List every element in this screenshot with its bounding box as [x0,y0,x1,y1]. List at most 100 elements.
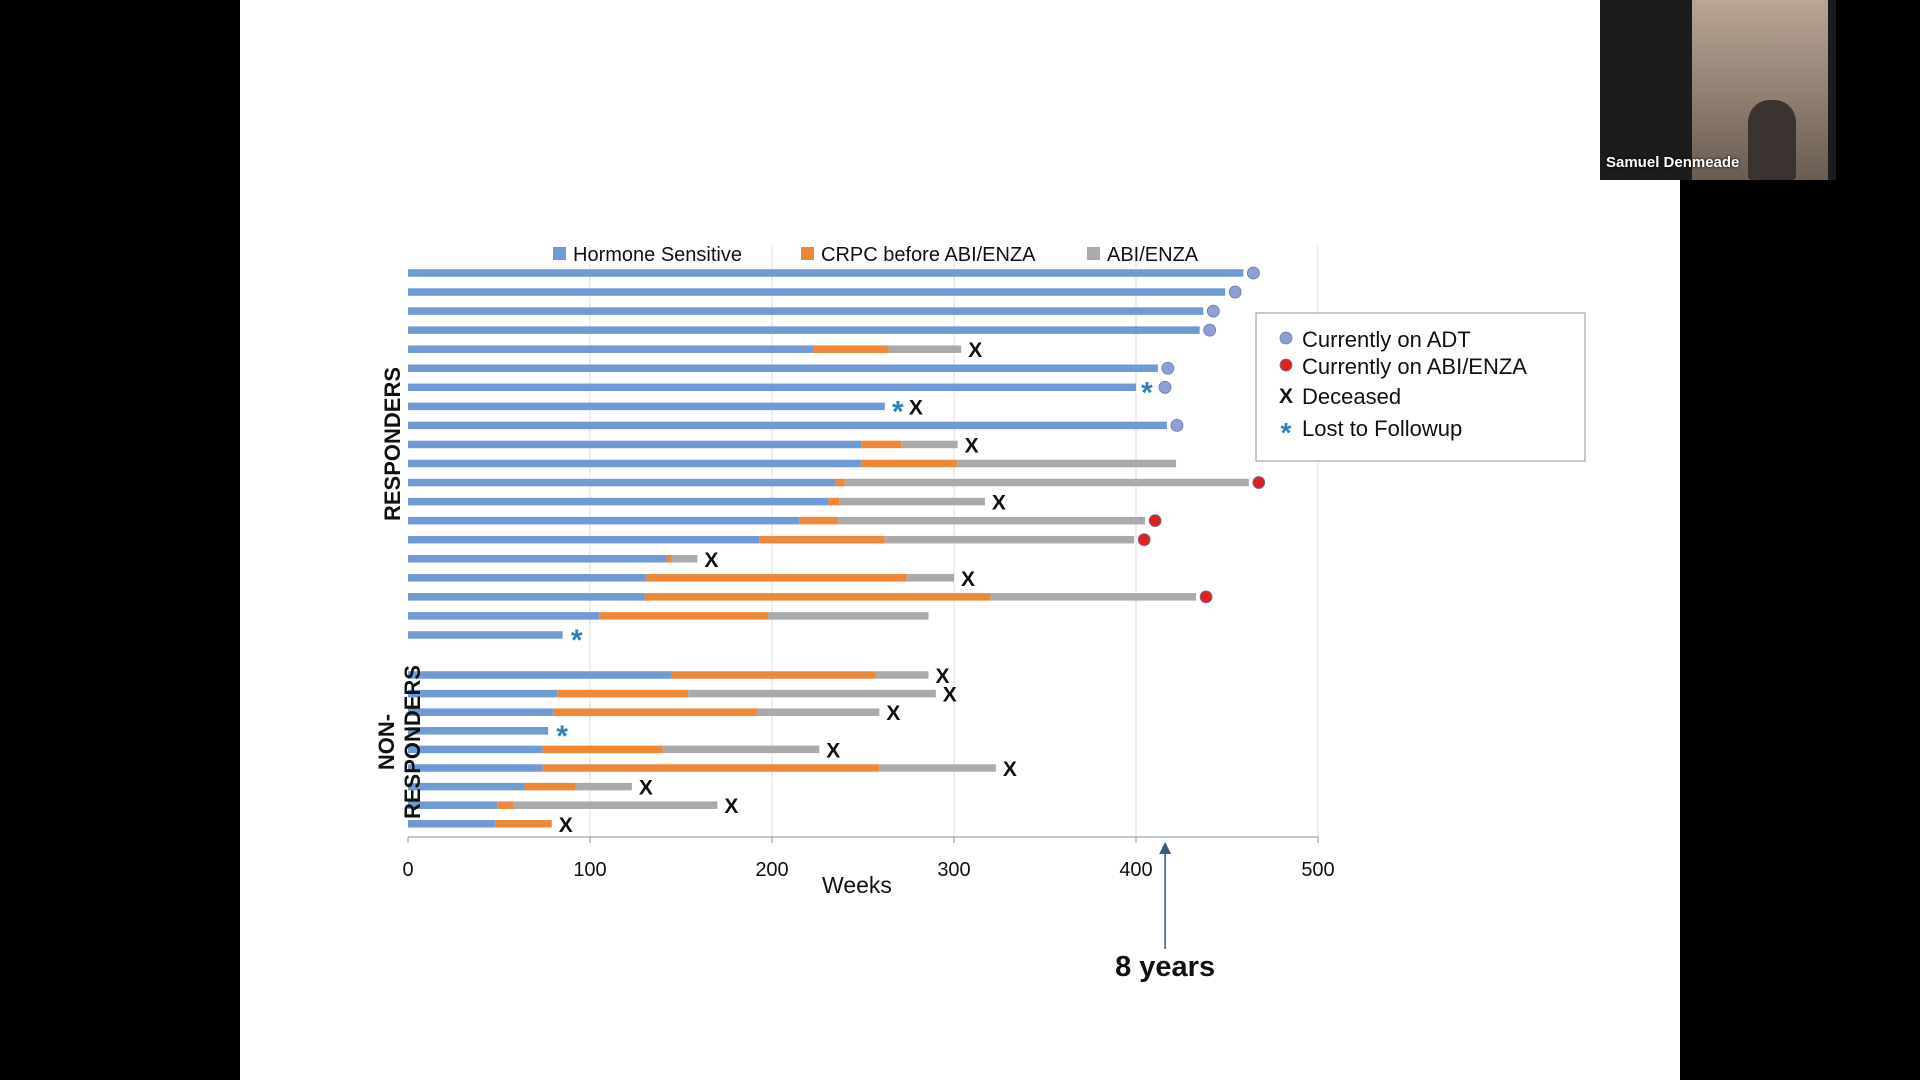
bar-abi-enza [662,745,820,754]
lost-marker: * [1141,376,1153,409]
slide: 0 100 200 300 400 500 Weeks Hormone Sensitive CR… [240,0,1680,1080]
bar-abi-enza [688,689,936,698]
lost-marker: * [556,720,568,753]
bar-crpc [671,671,876,679]
bar-crpc [828,497,840,506]
adt-marker [1206,304,1220,318]
legend-label: CRPC before ABI/ENZA [821,244,1036,266]
group-label-non-responders: NON-RESPONDERS [374,665,425,819]
adt-marker [1203,323,1217,337]
deceased-marker: X [826,739,840,762]
bar-hormone-sensitive [408,631,563,639]
bar-crpc [542,764,880,772]
bar-hormone-sensitive [408,782,525,791]
bar-abi-enza [757,708,880,716]
legend-swatch [801,247,814,260]
x-tick-label: 400 [1119,859,1152,881]
deceased-marker: X [909,396,923,419]
participant-silhouette [1748,100,1796,180]
deceased-marker: X [559,814,573,837]
bar-crpc [495,820,552,828]
bar-hormone-sensitive [408,574,647,582]
bar-abi-enza [837,516,1146,525]
bar-crpc [861,459,958,468]
x-tick-label: 300 [937,859,970,881]
deceased-marker: X [992,492,1006,515]
bar-abi-enza [888,345,962,353]
bar-hormone-sensitive [408,555,667,563]
participant-name-label: Samuel Denmeade [1606,154,1740,171]
deceased-marker: X [943,684,957,707]
legend-marker-x: X [1279,385,1293,408]
bar-hormone-sensitive [408,820,496,828]
survival-bar-chart: 0 100 200 300 400 500 Weeks Hormone Sensitive CR… [374,244,1586,983]
bar-hormone-sensitive [408,307,1204,315]
bar-hormone-sensitive [408,516,800,525]
bar-hormone-sensitive [408,497,829,506]
deceased-marker: X [724,795,738,818]
bar-abi-enza [906,574,954,582]
deceased-marker: X [704,549,718,572]
bar-crpc [799,516,838,525]
bar-hormone-sensitive [408,727,549,735]
bar-hormone-sensitive [408,593,645,601]
bar-abi-enza [839,497,985,506]
group-label-responders: RESPONDERS [380,367,405,521]
bar-hormone-sensitive [408,364,1158,372]
bar-abi-enza [901,440,958,449]
adt-marker [1246,266,1260,280]
bar-hormone-sensitive [408,326,1200,334]
bar-hormone-sensitive [408,689,558,698]
bar-hormone-sensitive [408,801,498,809]
adt-marker [1170,418,1184,432]
legend-label: ABI/ENZA [1107,244,1199,266]
bar-crpc [835,478,845,487]
x-axis-title: Weeks [822,872,892,898]
annotation-arrowhead [1159,842,1172,854]
bar-crpc [759,535,885,544]
bar-hormone-sensitive [408,440,862,449]
adt-marker [1228,285,1242,299]
legend-marker-circle [1279,331,1293,345]
marker-legend-box [1255,312,1586,462]
annotation-label: 8 years [1115,951,1215,983]
abi-marker [1252,476,1266,489]
abi-marker [1199,590,1213,604]
x-tick-label: 200 [755,859,788,881]
bar-hormone-sensitive [408,745,543,754]
bar-hormone-sensitive [408,383,1136,392]
deceased-marker: X [886,702,900,725]
bar-hormone-sensitive [408,459,862,468]
bar-crpc [666,555,672,563]
legend-swatch [1087,247,1100,260]
bar-abi-enza [875,671,929,679]
legend-marker-label: Currently on ABI/ENZA [1302,354,1527,379]
bar-hormone-sensitive [408,345,814,353]
deceased-marker: X [961,568,975,591]
legend-label: Hormone Sensitive [573,244,742,266]
bar-crpc [524,782,576,791]
legend-marker-label: Currently on ADT [1302,327,1471,352]
bar-hormone-sensitive [408,535,760,544]
legend-marker-star: * [1281,417,1292,448]
bar-hormone-sensitive [408,269,1244,277]
bar-hormone-sensitive [408,708,554,716]
bar-abi-enza [884,535,1135,544]
x-tick-label: 100 [573,859,606,881]
legend-marker-circle [1279,358,1293,372]
bar-crpc [861,440,902,449]
adt-marker [1161,361,1175,375]
bar-hormone-sensitive [408,671,672,679]
bar-crpc [646,574,907,582]
bar-abi-enza [671,555,698,563]
x-tick-label: 0 [402,859,413,881]
bar-abi-enza [990,593,1197,601]
participant-video-tile[interactable]: Samuel Denmeade [1600,0,1836,180]
bar-hormone-sensitive [408,421,1167,430]
deceased-marker: X [936,665,950,688]
bar-crpc [599,612,769,620]
bar-crpc [497,801,514,809]
bar-abi-enza [879,764,996,772]
bar-abi-enza [844,478,1249,487]
bar-hormone-sensitive [408,764,543,772]
